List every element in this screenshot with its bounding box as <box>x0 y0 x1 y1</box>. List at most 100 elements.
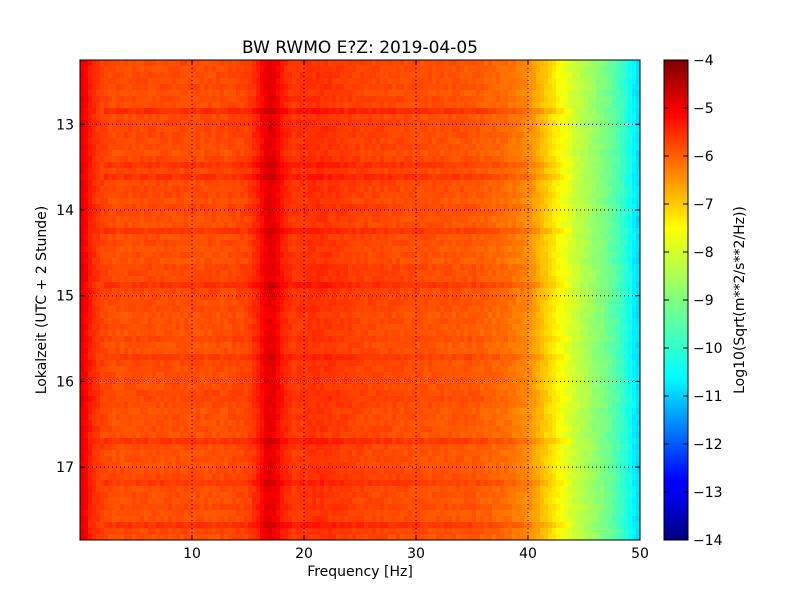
heatmap-cell <box>188 240 193 247</box>
heatmap-cell <box>432 78 437 85</box>
heatmap-cell <box>408 108 413 115</box>
heatmap-cell <box>172 162 177 169</box>
heatmap-cell <box>632 126 637 133</box>
heatmap-cell <box>220 216 225 223</box>
heatmap-cell <box>220 90 225 97</box>
heatmap-cell <box>392 90 397 97</box>
heatmap-cell <box>380 240 385 247</box>
heatmap-cell <box>168 90 173 97</box>
heatmap-cell <box>284 204 289 211</box>
heatmap-cell <box>316 150 321 157</box>
heatmap-cell <box>112 258 117 265</box>
heatmap-cell <box>220 102 225 109</box>
heatmap-cell <box>608 66 613 73</box>
heatmap-cell <box>228 108 233 115</box>
heatmap-cell <box>132 156 137 163</box>
heatmap-cell <box>184 228 189 235</box>
heatmap-cell <box>164 150 169 157</box>
heatmap-cell <box>208 168 213 175</box>
heatmap-cell <box>424 270 429 277</box>
heatmap-cell <box>240 246 245 253</box>
heatmap-cell <box>312 78 317 85</box>
heatmap-cell <box>428 174 433 181</box>
heatmap-cell <box>332 144 337 151</box>
heatmap-cell <box>352 252 357 259</box>
heatmap-cell <box>564 240 569 247</box>
heatmap-cell <box>372 66 377 73</box>
heatmap-cell <box>200 108 205 115</box>
heatmap-cell <box>564 228 569 235</box>
heatmap-cell <box>632 156 637 163</box>
heatmap-cell <box>96 186 101 193</box>
heatmap-cell <box>172 270 177 277</box>
heatmap-cell <box>116 168 121 175</box>
heatmap-cell <box>156 216 161 223</box>
heatmap-cell <box>300 180 305 187</box>
heatmap-cell <box>300 222 305 229</box>
heatmap-cell <box>412 198 417 205</box>
heatmap-cell <box>632 60 637 67</box>
heatmap-cell <box>240 156 245 163</box>
heatmap-cell <box>188 186 193 193</box>
heatmap-cell <box>444 222 449 229</box>
heatmap-cell <box>436 240 441 247</box>
heatmap-cell <box>492 240 497 247</box>
heatmap-cell <box>108 246 113 253</box>
heatmap-cell <box>480 216 485 223</box>
heatmap-cell <box>104 72 109 79</box>
heatmap-cell <box>304 222 309 229</box>
heatmap-cell <box>480 78 485 85</box>
heatmap-cell <box>196 156 201 163</box>
heatmap-cell <box>388 60 393 67</box>
heatmap-cell <box>332 198 337 205</box>
heatmap-cell <box>456 180 461 187</box>
heatmap-cell <box>580 96 585 103</box>
heatmap-cell <box>216 168 221 175</box>
heatmap-cell <box>596 144 601 151</box>
heatmap-cell <box>260 198 265 205</box>
heatmap-cell <box>484 144 489 151</box>
heatmap-cell <box>536 192 541 199</box>
heatmap-cell <box>172 114 177 121</box>
heatmap-cell <box>508 72 513 79</box>
heatmap-cell <box>136 204 141 211</box>
heatmap-cell <box>156 198 161 205</box>
heatmap-cell <box>320 264 325 271</box>
heatmap-cell <box>252 192 257 199</box>
heatmap-cell <box>164 186 169 193</box>
heatmap-cell <box>464 246 469 253</box>
heatmap-cell <box>264 246 269 253</box>
heatmap-cell <box>320 144 325 151</box>
heatmap-cell <box>140 216 145 223</box>
heatmap-cell <box>292 120 297 127</box>
heatmap-cell <box>160 168 165 175</box>
heatmap-cell <box>308 114 313 121</box>
heatmap-cell <box>132 270 137 277</box>
heatmap-cell <box>452 174 457 181</box>
heatmap-cell <box>508 84 513 91</box>
heatmap-cell <box>552 96 557 103</box>
heatmap-cell <box>116 108 121 115</box>
heatmap-cell <box>604 174 609 181</box>
heatmap-cell <box>304 126 309 133</box>
heatmap-cell <box>268 210 273 217</box>
heatmap-cell <box>228 216 233 223</box>
heatmap-cell <box>252 258 257 265</box>
heatmap-cell <box>608 162 613 169</box>
heatmap-cell <box>144 210 149 217</box>
heatmap-cell <box>552 90 557 97</box>
heatmap-cell <box>452 222 457 229</box>
heatmap-cell <box>188 234 193 241</box>
heatmap-cell <box>188 222 193 229</box>
heatmap-cell <box>400 72 405 79</box>
heatmap-cell <box>560 60 565 67</box>
heatmap-cell <box>92 198 97 205</box>
heatmap-cell <box>568 228 573 235</box>
heatmap-cell <box>220 192 225 199</box>
heatmap-cell <box>584 138 589 145</box>
heatmap-cell <box>624 216 629 223</box>
heatmap-cell <box>580 234 585 241</box>
heatmap-cell <box>184 258 189 265</box>
heatmap-cell <box>228 192 233 199</box>
heatmap-cell <box>604 60 609 67</box>
